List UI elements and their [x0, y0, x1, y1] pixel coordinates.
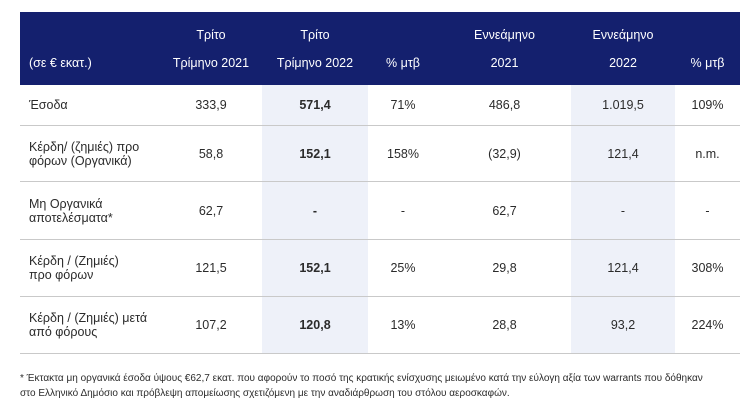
cell-q3-2021: 121,5	[195, 261, 227, 275]
header-pct-nm: % μτβ	[690, 56, 725, 70]
header-unit-label: (σε € εκατ.)	[29, 56, 92, 70]
table-row-ebt: Κέρδη / (Ζημιές) προ φόρων 121,5 152,1 2…	[20, 240, 740, 297]
cell-q3-2021: 333,9	[195, 98, 227, 112]
table-row-non-organic: Μη Οργανικά αποτελέσματα* 62,7 - - 62,7 …	[20, 182, 740, 240]
cell-pct-nm: n.m.	[695, 146, 720, 161]
cell-9m-2021: 28,8	[492, 318, 517, 332]
cell-q3-2022: 152,1	[299, 146, 331, 161]
cell-9m-2021: 29,8	[492, 261, 517, 275]
cell-q3-2022: -	[312, 203, 318, 218]
cell-pct-q: 25%	[390, 261, 416, 275]
cell-pct-q: -	[400, 203, 406, 218]
cell-9m-2022: -	[620, 203, 626, 218]
cell-9m-2021: 62,7	[492, 203, 517, 218]
highlight-band-q3-2022	[262, 85, 368, 353]
cell-q3-2022: 120,8	[299, 318, 331, 332]
cell-q3-2022: 571,4	[299, 98, 331, 112]
cell-9m-2021: 486,8	[488, 98, 521, 112]
footnote: * Έκτακτα μη οργανικά έσοδα ύψους €62,7 …	[20, 371, 755, 401]
header-9m-2021: Εννεάμηνο 2021	[474, 28, 535, 70]
cell-pct-nm: -	[705, 203, 710, 218]
table-row-net-income: Κέρδη / (Ζημιές) μετά από φόρους 107,2 1…	[20, 297, 740, 354]
row-label: Κέρδη/ (ζημιές) προ φόρων (Οργανικά)	[29, 139, 140, 168]
row-label: Κέρδη / (Ζημιές) μετά από φόρους	[29, 311, 148, 339]
header-q3-2021: Τρίτο Τρίμηνο 2021	[172, 28, 250, 70]
table-row-organic-ebt: Κέρδη/ (ζημιές) προ φόρων (Οργανικά) 58,…	[20, 126, 740, 182]
header-q3-2022: Τρίτο Τρίμηνο 2022	[276, 28, 354, 70]
cell-q3-2022: 152,1	[299, 261, 331, 275]
row-label: Κέρδη / (Ζημιές) προ φόρων	[29, 254, 119, 282]
cell-pct-q: 13%	[390, 318, 416, 332]
cell-9m-2022: 121,4	[607, 261, 639, 275]
footnote-line-1: * Έκτακτα μη οργανικά έσοδα ύψους €62,7 …	[20, 373, 703, 384]
cell-9m-2021: (32,9)	[488, 146, 521, 161]
cell-q3-2021: 58,8	[198, 146, 224, 161]
row-label: Έσοδα	[29, 98, 68, 112]
cell-9m-2022: 1.019,5	[602, 98, 644, 112]
cell-pct-q: 71%	[390, 98, 416, 112]
cell-pct-nm: 109%	[691, 98, 724, 112]
cell-q3-2021: 107,2	[195, 318, 227, 332]
cell-9m-2022: 93,2	[610, 318, 636, 332]
cell-9m-2022: 121,4	[607, 146, 639, 161]
table-row-revenue: Έσοδα 333,9 571,4 71% 486,8 1.019,5 109%	[20, 85, 740, 126]
cell-pct-nm: 224%	[691, 318, 724, 332]
cell-q3-2021: 62,7	[198, 203, 224, 218]
header-pct-q: % μτβ	[386, 56, 420, 70]
table-header: (σε € εκατ.) Τρίτο Τρίμηνο 2021 Τρίτο Τρ…	[20, 12, 740, 85]
header-9m-2022: Εννεάμηνο 2022	[592, 28, 654, 70]
cell-pct-nm: 308%	[691, 261, 724, 275]
header-unit: (σε € εκατ.)	[20, 12, 160, 85]
row-label: Μη Οργανικά αποτελέσματα*	[29, 196, 113, 225]
cell-pct-q: 158%	[387, 146, 419, 161]
footnote-line-2: στο Ελληνικό Δημόσιο και πρόβλεψη απομεί…	[20, 388, 510, 399]
highlight-band-9m-2022	[571, 85, 675, 353]
